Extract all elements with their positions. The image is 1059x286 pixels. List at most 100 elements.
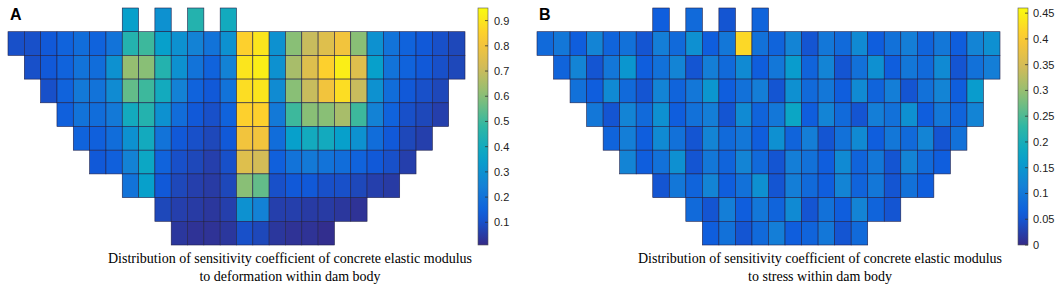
cell xyxy=(73,79,89,103)
cell xyxy=(901,79,918,103)
cell xyxy=(669,150,686,174)
cell xyxy=(106,55,122,79)
cell xyxy=(204,198,220,222)
colorbar-tick-label: 0.35 xyxy=(1033,59,1054,71)
cell xyxy=(802,174,819,198)
cell xyxy=(269,127,285,151)
cell xyxy=(237,32,253,56)
cell xyxy=(253,32,269,56)
cell xyxy=(318,103,334,127)
cell xyxy=(253,103,269,127)
cell xyxy=(432,79,448,103)
colorbar-tick-label: 0.7 xyxy=(494,65,509,77)
cell xyxy=(868,127,885,151)
cell xyxy=(351,55,367,79)
cell xyxy=(383,174,399,198)
cell xyxy=(802,103,819,127)
cell xyxy=(318,79,334,103)
cell xyxy=(868,174,885,198)
cell xyxy=(735,32,752,56)
cell xyxy=(752,55,769,79)
cell xyxy=(884,174,901,198)
cell xyxy=(669,79,686,103)
colorbar-tick-label: 0.4 xyxy=(494,141,509,153)
colorbar-tick xyxy=(1025,116,1028,117)
cell xyxy=(835,150,852,174)
cell xyxy=(818,198,835,222)
cell xyxy=(587,55,604,79)
cell xyxy=(204,32,220,56)
cell xyxy=(653,150,670,174)
cell xyxy=(785,174,802,198)
cell xyxy=(106,32,122,56)
cell xyxy=(73,127,89,151)
panel-label: A xyxy=(10,6,22,23)
colorbar-tick-label: 0.3 xyxy=(494,166,509,178)
cell xyxy=(155,32,171,56)
caption: Distribution of sensitivity coefficient … xyxy=(638,251,1002,266)
colorbar-tick xyxy=(485,146,488,147)
cell xyxy=(735,79,752,103)
cell xyxy=(884,127,901,151)
cell xyxy=(983,55,1000,79)
cell xyxy=(587,32,604,56)
cell xyxy=(41,55,57,79)
cell xyxy=(769,32,786,56)
cell xyxy=(367,127,383,151)
cell xyxy=(802,221,819,245)
colorbar-tick-label: 0.4 xyxy=(1033,33,1048,45)
cell xyxy=(285,150,301,174)
cell xyxy=(416,55,432,79)
cell xyxy=(967,103,984,127)
cell xyxy=(851,198,868,222)
cell xyxy=(302,127,318,151)
cell xyxy=(302,32,318,56)
cell xyxy=(155,79,171,103)
cell xyxy=(818,103,835,127)
cell xyxy=(318,55,334,79)
cell xyxy=(90,150,106,174)
cell xyxy=(285,79,301,103)
cell xyxy=(171,32,187,56)
cell xyxy=(752,198,769,222)
cell xyxy=(785,221,802,245)
cell xyxy=(851,150,868,174)
cell xyxy=(884,150,901,174)
cell xyxy=(253,221,269,245)
cell xyxy=(917,174,934,198)
cell xyxy=(603,103,620,127)
cell xyxy=(570,32,587,56)
cell xyxy=(220,32,236,56)
cell xyxy=(204,79,220,103)
cell xyxy=(835,55,852,79)
cell xyxy=(237,55,253,79)
cell xyxy=(237,221,253,245)
cell xyxy=(139,150,155,174)
cell xyxy=(868,32,885,56)
cell xyxy=(302,198,318,222)
cell xyxy=(785,79,802,103)
cell xyxy=(769,103,786,127)
cell xyxy=(139,174,155,198)
cell xyxy=(122,55,138,79)
cell xyxy=(302,150,318,174)
cell xyxy=(983,32,1000,56)
cell xyxy=(57,32,73,56)
cell xyxy=(818,79,835,103)
cell xyxy=(719,32,736,56)
cell xyxy=(851,174,868,198)
cell xyxy=(155,103,171,127)
cell xyxy=(139,127,155,151)
cell xyxy=(835,103,852,127)
cell xyxy=(636,32,653,56)
cell xyxy=(155,8,171,32)
cell xyxy=(171,79,187,103)
cell xyxy=(719,127,736,151)
cell xyxy=(73,32,89,56)
cell xyxy=(686,174,703,198)
cell xyxy=(818,221,835,245)
cell xyxy=(285,174,301,198)
colorbar-tick-label: 0.1 xyxy=(494,216,509,228)
colorbar-tick xyxy=(1025,90,1028,91)
cell xyxy=(653,32,670,56)
